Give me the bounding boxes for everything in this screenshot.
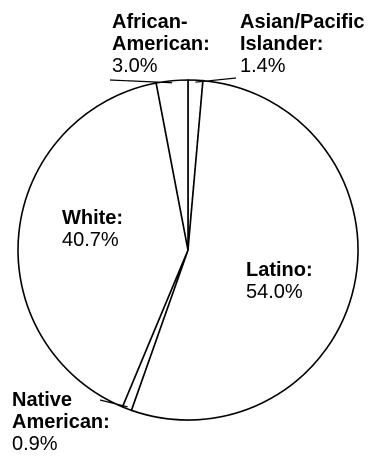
slice-label-latino: Latino:54.0% [246, 259, 313, 303]
slice-value-asian-pacific-islander: 1.4% [240, 55, 286, 77]
leader-lines [99, 77, 237, 408]
leader-line-african-american [109, 79, 173, 84]
slice-name-african-american: African- [112, 11, 188, 33]
pie-slices [17, 79, 359, 421]
leader-line-native-american [99, 399, 128, 408]
slice-value-latino: 54.0% [246, 281, 303, 303]
slice-name-asian-pacific-islander: Asian/Pacific [240, 11, 365, 33]
slice-value-african-american: 3.0% [112, 55, 158, 77]
pie-slice-latino [130, 79, 359, 421]
slice-name-asian-pacific-islander: Islander: [240, 33, 323, 55]
slice-name-native-american: Native [12, 389, 72, 411]
slice-name-latino: Latino: [246, 259, 313, 281]
slice-name-african-american: American: [112, 33, 210, 55]
slice-label-african-american: African-American:3.0% [112, 11, 210, 77]
pie-slice-white [17, 82, 189, 408]
leader-line-asian-pacific-islander [195, 77, 237, 83]
slice-name-native-american: American: [12, 411, 110, 433]
slice-value-white: 40.7% [62, 229, 119, 251]
slice-name-white: White: [62, 207, 123, 229]
slice-value-native-american: 0.9% [12, 433, 58, 455]
pie-slice-african-american [155, 79, 189, 251]
slice-label-white: White:40.7% [62, 207, 123, 251]
